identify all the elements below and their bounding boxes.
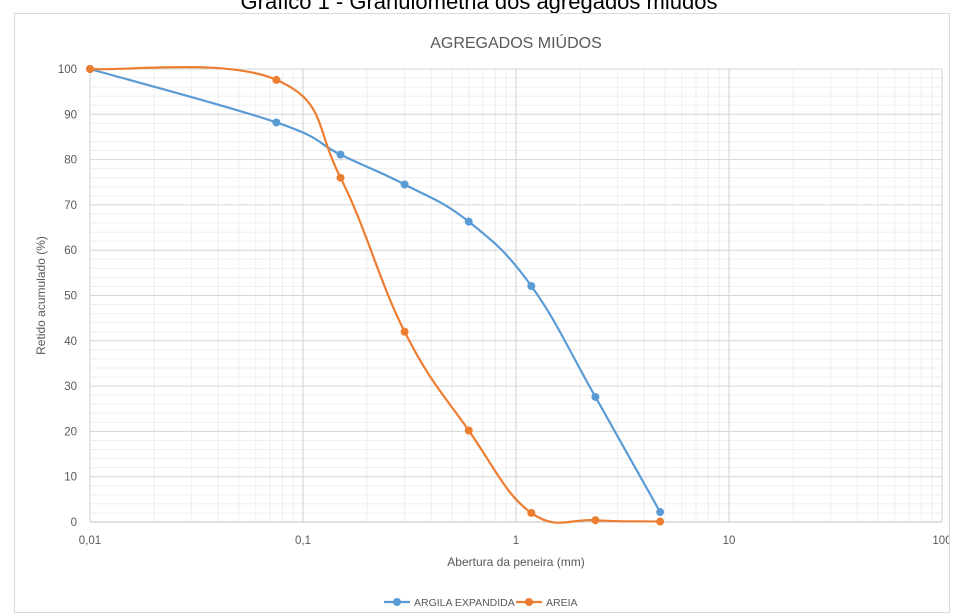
legend-marker-argila-expandida (393, 598, 401, 606)
data-point-areia (336, 173, 345, 182)
data-point-argila-expandida (464, 217, 473, 226)
y-tick-label: 50 (64, 291, 77, 303)
y-axis-title: Retido acumulado (%) (34, 236, 48, 355)
y-tick-label: 30 (64, 381, 77, 393)
chart-svg: 0 10 20 30 40 50 60 70 80 90 100 0,01 0,1 1 10 100 AGR… (34, 33, 949, 609)
data-point-argila-expandida (336, 150, 345, 159)
chart-area: 0 10 20 30 40 50 60 70 80 90 100 0,01 0,1 1 10 100 AGR… (14, 13, 950, 613)
legend-label-areia: AREIA (546, 597, 578, 609)
x-tick-label: 1 (513, 535, 519, 547)
x-tick-label: 0,01 (79, 535, 101, 547)
data-point-areia (591, 516, 600, 525)
x-axis-title: Abertura da peneira (mm) (447, 555, 584, 569)
data-point-areia (272, 75, 281, 84)
x-axis-ticks: 0,01 0,1 1 10 100 (79, 535, 949, 547)
series-line-argila-expandida (89, 67, 662, 513)
y-tick-label: 60 (64, 245, 77, 257)
legend-marker-areia (525, 598, 533, 606)
figure-caption: Gráfico 1 - Granulometria dos agregados … (240, 0, 718, 14)
chart-title: AGREGADOS MIÚDOS (430, 33, 602, 52)
data-point-areia (527, 508, 536, 517)
x-tick-label: 10 (723, 535, 736, 547)
y-tick-label: 90 (64, 109, 77, 121)
data-point-areia (400, 327, 409, 336)
legend: ARGILA EXPANDIDA AREIA (384, 597, 578, 609)
y-tick-label: 100 (58, 64, 77, 76)
y-tick-label: 10 (64, 472, 77, 484)
data-point-areia (86, 65, 94, 73)
y-tick-label: 80 (64, 155, 77, 167)
legend-label-argila-expandida: ARGILA EXPANDIDA (414, 597, 515, 609)
series-line-areia (89, 65, 661, 524)
data-point-argila-expandida (656, 508, 665, 517)
data-point-areia (464, 426, 473, 435)
series-layer (86, 65, 665, 526)
y-axis-ticks: 0 10 20 30 40 50 60 70 80 90 100 (58, 64, 77, 529)
data-point-argila-expandida (527, 281, 536, 290)
y-tick-label: 70 (64, 200, 77, 212)
x-tick-label: 0,1 (295, 535, 311, 547)
data-point-areia (656, 517, 665, 526)
y-tick-label: 0 (71, 517, 77, 529)
y-tick-label: 40 (64, 336, 77, 348)
y-tick-label: 20 (64, 426, 77, 438)
x-tick-label: 100 (932, 535, 949, 547)
data-point-argila-expandida (400, 180, 409, 189)
data-point-argila-expandida (272, 118, 281, 127)
data-point-argila-expandida (591, 392, 600, 401)
